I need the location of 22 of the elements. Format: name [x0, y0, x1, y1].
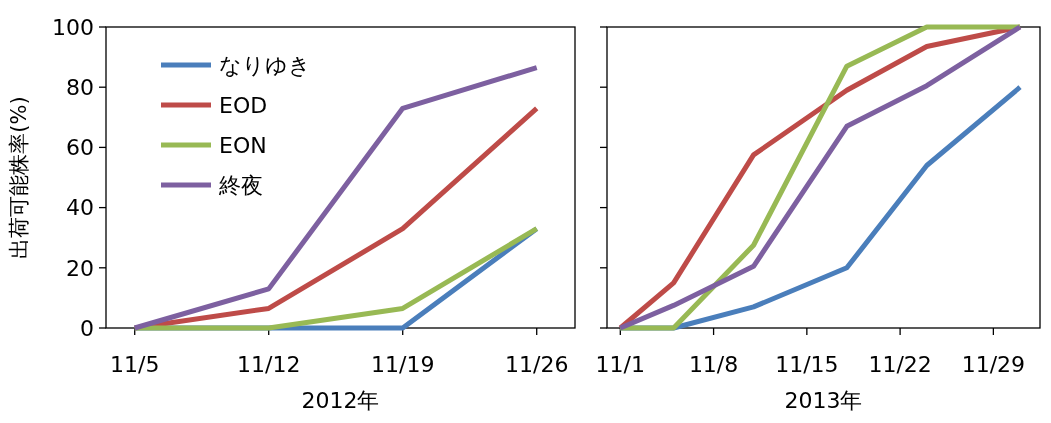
- legend-label: 終夜: [218, 172, 263, 198]
- y-tick-label: 0: [80, 315, 94, 341]
- x-tick-label: 11/1: [595, 352, 646, 377]
- x-tick-label: 11/15: [775, 352, 839, 377]
- y-axis-title: 出荷可能株率(%): [7, 96, 31, 259]
- y-tick-label: 60: [66, 135, 94, 161]
- x-tick-label: 11/5: [110, 352, 160, 377]
- legend-label: EOD: [219, 92, 268, 118]
- x-tick-label: 11/8: [688, 352, 739, 377]
- y-tick-label: 100: [52, 14, 94, 40]
- x-tick-label: 11/19: [371, 352, 435, 377]
- y-tick-label: 20: [66, 255, 94, 281]
- legend-label: なりゆき: [219, 52, 311, 78]
- legend-label: EON: [219, 132, 267, 158]
- x-tick-label: 11/26: [505, 352, 569, 377]
- x-axis-title: 2013年: [784, 388, 863, 413]
- x-tick-label: 11/29: [961, 352, 1026, 377]
- x-tick-label: 11/12: [237, 352, 301, 377]
- y-tick-label: 80: [66, 74, 94, 100]
- x-tick-label: 11/22: [868, 352, 932, 377]
- x-axis-title: 2012年: [301, 388, 380, 413]
- y-tick-label: 40: [66, 195, 94, 221]
